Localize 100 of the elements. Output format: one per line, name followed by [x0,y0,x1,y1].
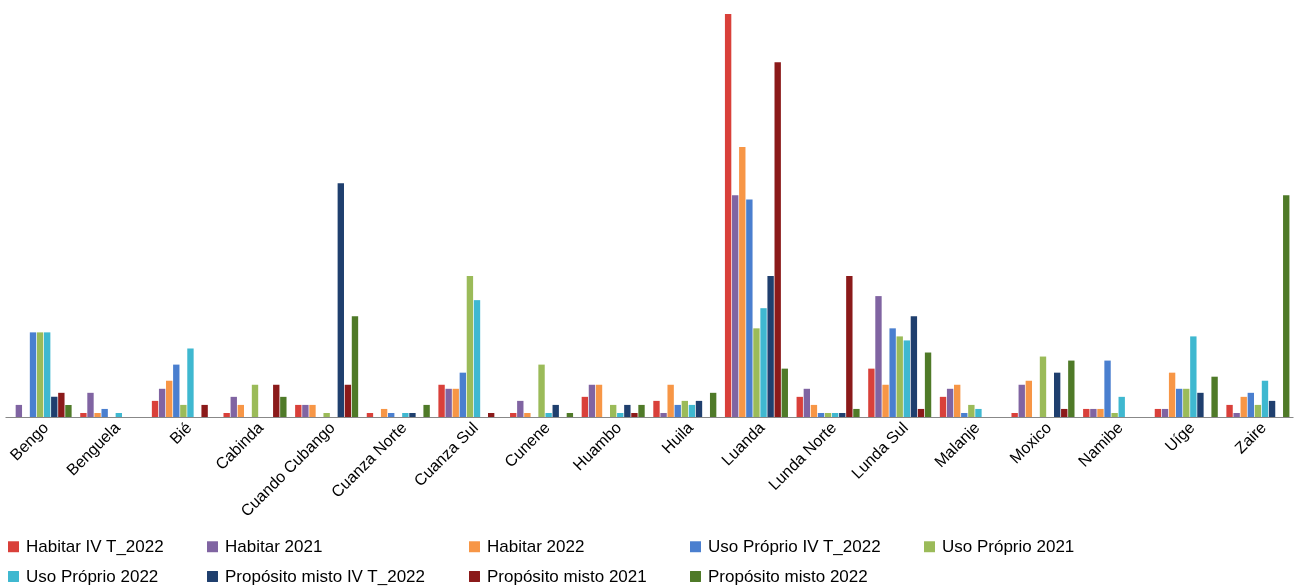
bar [1268,400,1276,417]
bar [839,412,846,417]
bar [695,400,703,417]
bar [344,384,352,417]
bar [237,404,245,417]
bar [180,404,187,417]
bar [466,275,474,417]
bar [760,308,767,417]
bar [1025,380,1033,417]
bar [660,412,667,417]
bar [351,316,359,417]
bar [1168,372,1176,417]
bar [538,364,545,417]
bar [1233,412,1240,417]
bar [1083,408,1090,417]
bar [610,404,617,417]
bar [1247,392,1254,417]
bar [545,412,552,417]
bar [187,348,194,417]
bar [653,400,660,417]
bar [1090,408,1097,417]
bar [688,404,696,417]
bar [566,412,574,417]
bar [295,404,302,417]
bar [831,412,839,417]
bar [882,384,889,417]
bar [1190,336,1197,417]
bar [638,404,645,417]
bar [1240,396,1247,417]
bar [402,412,409,417]
bar [51,396,58,417]
bar [510,412,517,417]
bar [94,412,101,417]
bar [230,396,237,417]
bar [889,328,896,417]
bar [1197,392,1204,417]
bar [946,388,954,417]
bar [158,388,166,417]
bar [1018,384,1025,417]
bar [781,368,788,417]
legend-label: Uso Próprio IV T_2022 [708,536,881,556]
bar [674,404,681,417]
bar [896,336,903,417]
bar [173,364,180,417]
bar [810,404,818,417]
bar [445,388,452,417]
bar [1183,388,1190,417]
bar [309,404,316,417]
legend-label: Habitar 2021 [225,536,323,556]
bar [36,332,44,417]
bar [166,380,173,417]
bar [1261,380,1269,417]
x-tick-label: Bié [166,418,195,448]
bar [552,404,559,417]
bar [101,408,108,417]
legend-label: Uso Próprio 2021 [942,536,1075,556]
bar [1039,356,1047,417]
bar [223,412,230,417]
bar [524,412,531,417]
bar [753,328,760,417]
bar [409,412,416,417]
bar [767,275,774,417]
bar [739,146,746,417]
bar [631,412,638,417]
bar [388,412,395,417]
bar [473,300,481,417]
legend-label: Propósito misto IV T_2022 [225,566,426,586]
bar [624,404,631,417]
bar [151,400,159,417]
bar [1053,372,1061,417]
bar [1283,195,1290,417]
bar [1118,396,1125,417]
bar [1104,360,1111,417]
bar [1154,408,1162,417]
bar [975,408,982,417]
bar [87,392,94,417]
bar [968,404,975,417]
bar [1175,388,1183,417]
legend-label: Habitar 2022 [487,536,585,556]
bar [487,412,495,417]
bar [774,62,781,417]
bar [423,404,430,417]
bar [1068,360,1075,417]
bar [115,412,123,417]
legend-label: Habitar IV T_2022 [26,536,164,556]
bar [617,412,624,417]
bar [44,332,51,417]
bar [595,384,603,417]
x-tick-label: Uíge [1161,418,1198,455]
bar [581,396,589,417]
bar [817,412,825,417]
bar [201,404,208,417]
bar [1161,408,1169,417]
bar [824,412,832,417]
bar [853,408,860,417]
bar [724,14,732,417]
bar [939,396,947,417]
bar [954,384,961,417]
bar [732,195,739,417]
bar [438,384,445,417]
